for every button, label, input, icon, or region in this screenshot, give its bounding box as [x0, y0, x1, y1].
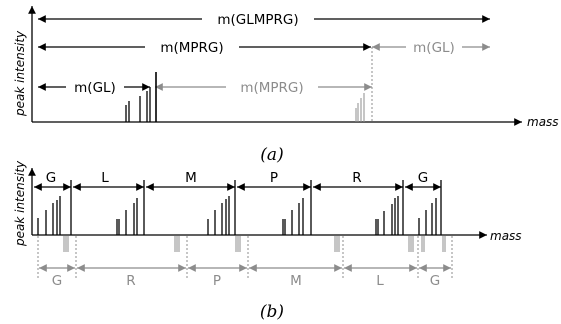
label-mprg: m(MPRG) [160, 40, 223, 56]
label-gl-right: m(GL) [413, 40, 455, 56]
panel-a: peak intensity mass m(GLMPRG) m(MPRG) m(… [13, 6, 559, 165]
bottom-label-p: P [213, 273, 221, 289]
top-label-p: P [270, 170, 278, 186]
label-glmprg: m(GLMPRG) [217, 12, 298, 28]
panel-a-y-axis-label: peak intensity [13, 30, 27, 117]
bottom-label-g1: G [52, 273, 62, 289]
panel-b-y-axis-label: peak intensity [13, 160, 27, 247]
label-mprg-right: m(MPRG) [240, 80, 303, 96]
bottom-label-g2: G [430, 273, 440, 289]
panel-a-caption: (a) [260, 145, 283, 165]
panel-a-x-axis-label: mass [527, 115, 559, 129]
panel-b-top-label-bgs [42, 170, 432, 184]
panel-b-x-axis-label: mass [490, 229, 522, 243]
bottom-label-m: M [290, 273, 302, 289]
panel-b-peaks-grey [63, 236, 446, 252]
bottom-label-l: L [376, 273, 384, 289]
panel-b-peaks-black [37, 180, 442, 235]
label-gl-left: m(GL) [74, 80, 116, 96]
top-label-l: L [101, 170, 109, 186]
panel-a-peaks-grey [355, 93, 365, 122]
top-label-m: M [185, 170, 197, 186]
panel-b-grey-dividers [37, 236, 453, 278]
panel-b-caption: (b) [260, 302, 284, 322]
top-label-g2: G [418, 170, 428, 186]
panel-a-peaks-black [125, 72, 157, 122]
top-label-g1: G [46, 170, 56, 186]
panel-b-bottom-label-bgs [48, 273, 444, 287]
bottom-label-r: R [126, 273, 135, 289]
top-label-r: R [352, 170, 361, 186]
panel-b: peak intensity mass G L M P R G [13, 160, 522, 322]
